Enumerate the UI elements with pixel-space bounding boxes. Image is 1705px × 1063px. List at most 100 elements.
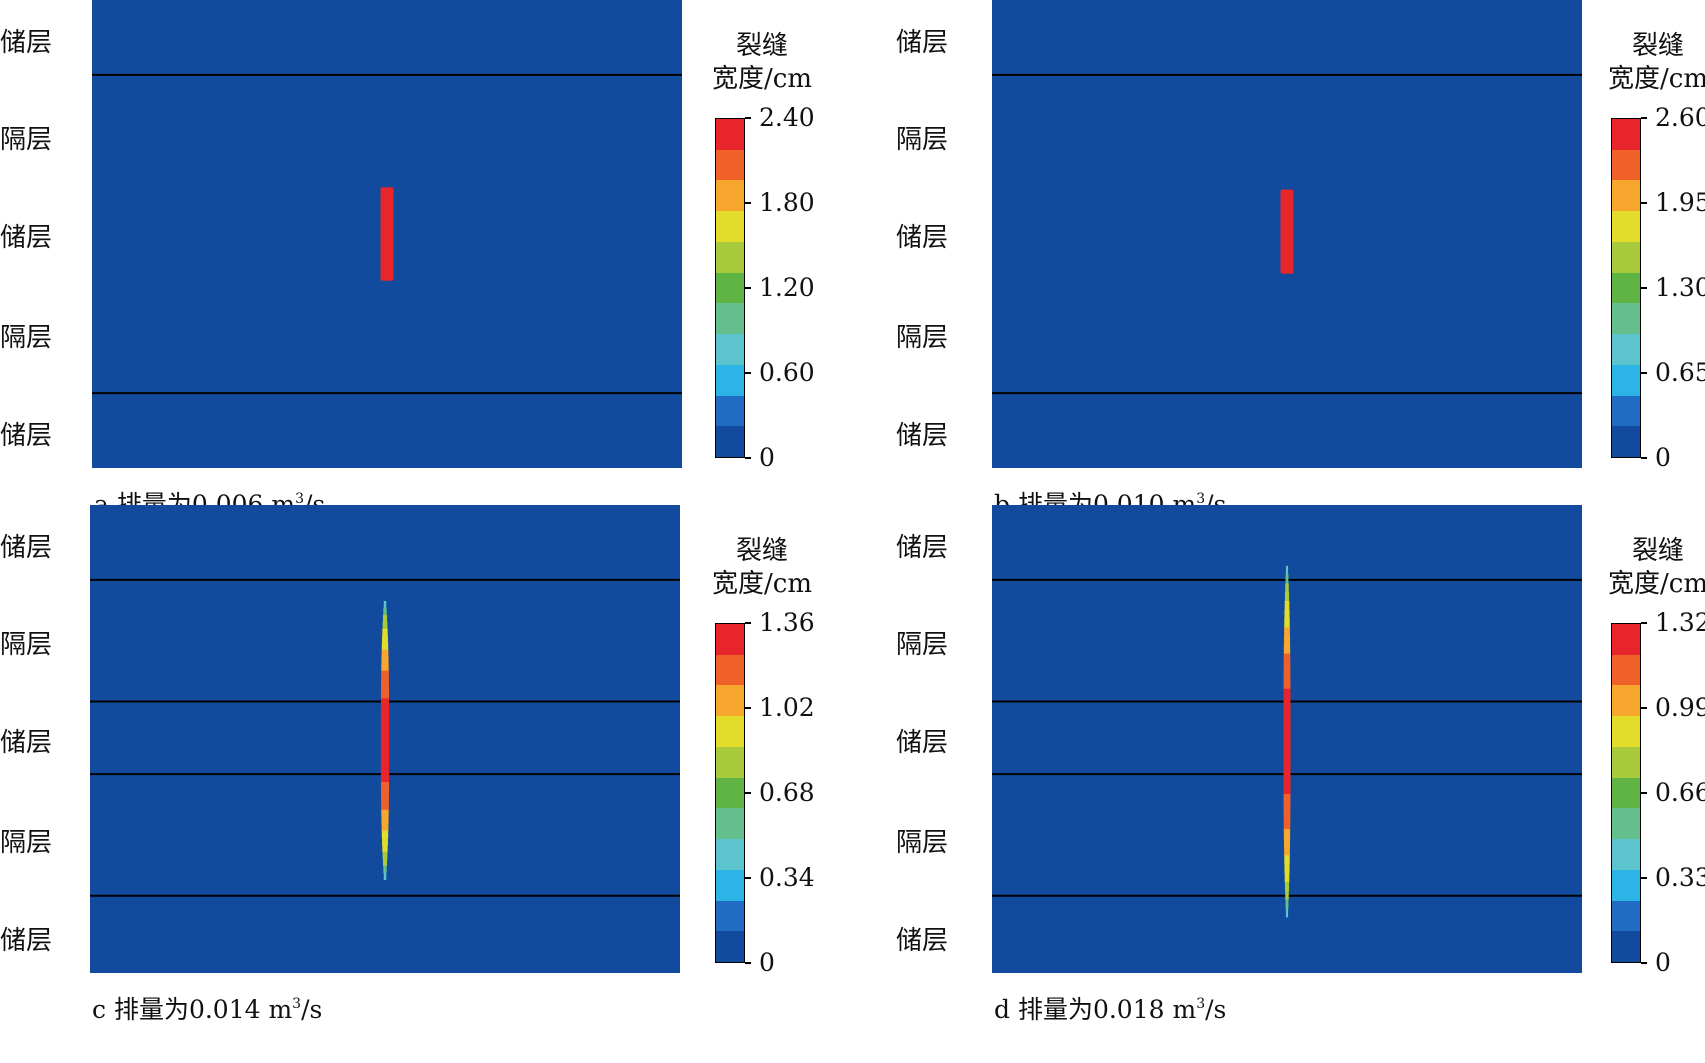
fracture-segment <box>1283 767 1291 778</box>
legend-swatch <box>1612 869 1640 901</box>
fracture-mark <box>380 187 394 281</box>
legend-tick-label: 0 <box>1655 948 1671 977</box>
fracture-segment <box>1284 627 1290 637</box>
layer-label: 隔层 <box>896 828 949 858</box>
fracture-segment <box>381 663 389 672</box>
legend-tick-mark <box>1641 287 1647 289</box>
fracture-segment <box>380 691 390 700</box>
legend-tick-mark <box>1641 622 1647 624</box>
layer-label: 储层 <box>896 926 949 956</box>
fracture-segment <box>1285 583 1289 593</box>
fracture-segment <box>380 726 390 734</box>
fracture-plot <box>90 505 680 973</box>
fracture-segment <box>380 698 390 706</box>
fracture-segment <box>1283 706 1291 716</box>
legend-swatch <box>1612 180 1640 212</box>
legend-swatch <box>1612 808 1640 840</box>
legend-swatch <box>1612 624 1640 655</box>
fracture-segment <box>1284 855 1290 865</box>
layer-label: 隔层 <box>896 125 949 155</box>
layer-label: 储层 <box>896 28 949 58</box>
fracture-segment <box>380 705 390 713</box>
legend-title-line1: 裂缝 <box>735 31 788 61</box>
fracture-segment <box>1284 592 1290 602</box>
caption-exponent: 3 <box>1196 996 1206 1012</box>
caption-text: d 排量为0.018 m <box>994 995 1197 1024</box>
legend-tick-label: 1.32 <box>1655 608 1705 637</box>
legend-title: 裂缝 宽度/cm <box>712 30 812 96</box>
legend-tick-mark <box>1641 792 1647 794</box>
fracture-segment <box>380 781 390 790</box>
fracture-plot <box>92 0 682 468</box>
fracture-segment <box>1284 881 1290 892</box>
legend-swatch <box>716 334 744 365</box>
fracture-plot-svg <box>90 578 680 897</box>
legend-tick-mark <box>745 962 751 964</box>
fracture-segment <box>1285 890 1289 900</box>
panel-caption: c 排量为0.014 m3/s <box>92 989 322 1025</box>
caption-exponent: 3 <box>292 996 302 1012</box>
fracture-segment <box>380 719 390 727</box>
fracture-segment <box>1284 609 1290 620</box>
legend-swatch <box>716 303 744 335</box>
layer-label: 隔层 <box>896 630 949 660</box>
fracture-segment <box>1283 723 1291 734</box>
caption-unit: /s <box>1205 995 1227 1024</box>
layer-label: 储层 <box>0 28 53 58</box>
legend-swatch <box>716 364 744 396</box>
legend-swatch <box>716 808 744 840</box>
legend-title-line2: 宽度/cm <box>712 569 812 599</box>
fracture-segment <box>1283 715 1291 725</box>
fracture-segment <box>381 788 389 797</box>
fracture-segment <box>380 733 390 741</box>
legend-tick-label: 0.99 <box>1655 693 1705 722</box>
legend-swatch <box>1612 685 1640 717</box>
legend-title: 裂缝 宽度/cm <box>712 535 812 601</box>
legend-title-line1: 裂缝 <box>735 536 788 566</box>
fracture-segment <box>1283 662 1291 672</box>
fracture-segment <box>380 740 390 748</box>
fracture-segment <box>382 628 388 637</box>
fracture-segment <box>381 670 389 679</box>
legend-tick-mark <box>745 457 751 459</box>
legend-swatch <box>1612 211 1640 242</box>
legend-title-line1: 裂缝 <box>1631 31 1684 61</box>
fracture-segment <box>383 607 387 616</box>
fracture-segment <box>1284 600 1290 611</box>
fracture-segment <box>381 684 389 693</box>
legend-swatch <box>716 869 744 901</box>
legend-color-bar <box>1611 118 1641 458</box>
legend-tick-mark <box>745 287 751 289</box>
fracture-segment <box>1285 565 1289 576</box>
layer-label: 储层 <box>896 533 949 563</box>
legend-tick-label: 1.80 <box>759 188 815 217</box>
legend-tick-mark <box>745 622 751 624</box>
fracture-plot-svg <box>992 73 1582 395</box>
legend-tick-mark <box>745 117 751 119</box>
fracture-segment <box>381 802 389 811</box>
fracture-segment <box>1283 837 1291 848</box>
fracture-segment <box>381 677 389 686</box>
fracture-plot-svg <box>92 73 682 395</box>
legend-color-bar <box>1611 623 1641 963</box>
layer-label: 隔层 <box>0 125 53 155</box>
fracture-segment <box>1283 802 1291 813</box>
legend-tick-mark <box>1641 962 1647 964</box>
fracture-segment <box>383 600 387 609</box>
fracture-segment <box>380 754 390 762</box>
legend-swatch <box>1612 777 1640 809</box>
panel-caption: d 排量为0.018 m3/s <box>994 989 1226 1025</box>
legend-swatch <box>1612 931 1640 963</box>
fracture-plot <box>992 0 1582 468</box>
layer-label: 储层 <box>0 926 53 956</box>
fracture-segment <box>381 642 389 651</box>
layer-label: 储层 <box>0 421 53 451</box>
legend-tick-label: 2.40 <box>759 103 815 132</box>
legend-tick-mark <box>745 707 751 709</box>
fracture-segment <box>1285 574 1289 584</box>
fracture-segment <box>1283 653 1291 663</box>
caption-unit: /s <box>301 995 323 1024</box>
legend-tick-mark <box>1641 457 1647 459</box>
layer-label: 隔层 <box>0 323 53 353</box>
fracture-segment <box>381 656 389 665</box>
